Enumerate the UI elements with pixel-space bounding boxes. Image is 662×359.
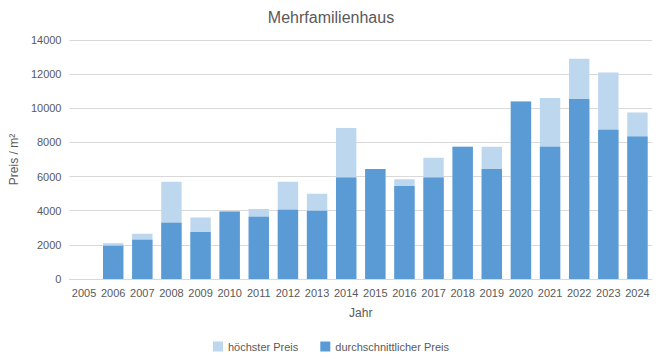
svg-text:12000: 12000 xyxy=(31,68,62,80)
svg-text:Jahr: Jahr xyxy=(349,306,372,320)
svg-text:2015: 2015 xyxy=(363,287,387,299)
svg-text:2016: 2016 xyxy=(392,287,416,299)
svg-text:2022: 2022 xyxy=(567,287,591,299)
svg-text:höchster Preis: höchster Preis xyxy=(228,341,299,353)
svg-text:2005: 2005 xyxy=(72,287,96,299)
svg-text:4000: 4000 xyxy=(37,205,61,217)
svg-text:2024: 2024 xyxy=(625,287,649,299)
svg-text:2000: 2000 xyxy=(37,239,61,251)
svg-text:6000: 6000 xyxy=(37,171,61,183)
svg-text:2019: 2019 xyxy=(480,287,504,299)
svg-text:14000: 14000 xyxy=(31,34,62,46)
svg-text:2014: 2014 xyxy=(334,287,358,299)
svg-text:2018: 2018 xyxy=(450,287,474,299)
svg-text:8000: 8000 xyxy=(37,136,61,148)
svg-text:2021: 2021 xyxy=(538,287,562,299)
svg-text:2009: 2009 xyxy=(188,287,212,299)
svg-text:2010: 2010 xyxy=(217,287,241,299)
svg-text:2012: 2012 xyxy=(276,287,300,299)
svg-text:10000: 10000 xyxy=(31,102,62,114)
svg-text:2007: 2007 xyxy=(130,287,154,299)
svg-text:2013: 2013 xyxy=(305,287,329,299)
svg-text:0: 0 xyxy=(55,273,61,285)
svg-text:2020: 2020 xyxy=(509,287,533,299)
svg-text:2008: 2008 xyxy=(159,287,183,299)
svg-text:Mehrfamilienhaus: Mehrfamilienhaus xyxy=(268,9,394,26)
svg-text:2017: 2017 xyxy=(421,287,445,299)
svg-text:2011: 2011 xyxy=(247,287,271,299)
svg-text:durchschnittlicher Preis: durchschnittlicher Preis xyxy=(335,341,449,353)
svg-text:Preis / m²: Preis / m² xyxy=(7,134,21,185)
svg-text:2023: 2023 xyxy=(596,287,620,299)
svg-text:2006: 2006 xyxy=(101,287,125,299)
